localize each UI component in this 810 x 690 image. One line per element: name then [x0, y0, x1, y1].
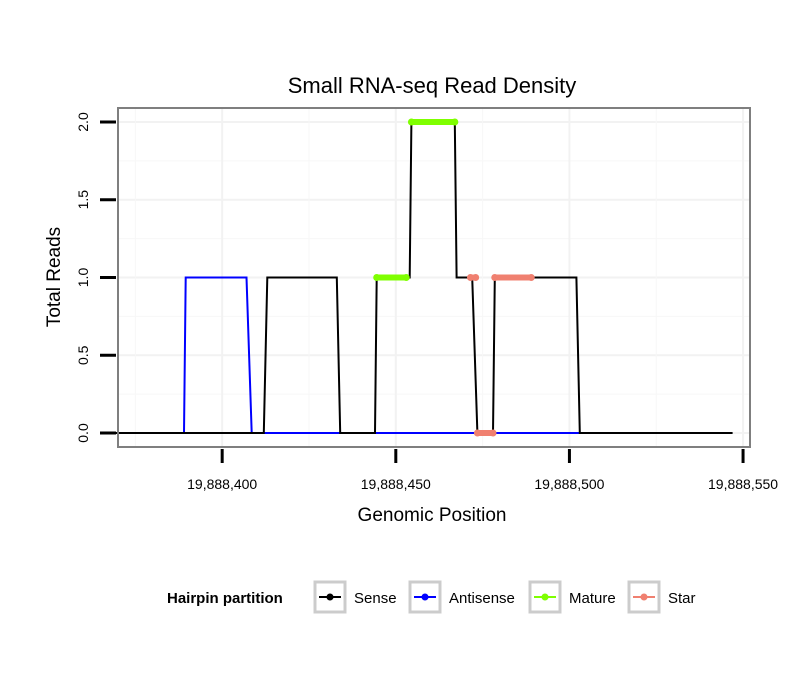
series-point-star [472, 274, 480, 281]
x-axis: 19,888,400 19,888,450 19,888,500 19,888,550 [187, 449, 778, 492]
x-axis-title: Genomic Position [358, 505, 507, 526]
y-tick-label: 2.0 [75, 112, 91, 132]
legend-item-sense: Sense [313, 580, 397, 614]
legend-label: Star [668, 590, 696, 607]
x-tick-label: 19,888,550 [708, 476, 778, 492]
series-point-star [491, 274, 499, 281]
y-tick-label: 0.0 [75, 423, 91, 443]
plot-panel-border [117, 107, 751, 448]
legend-label: Antisense [449, 590, 515, 607]
series-point-star [473, 429, 481, 437]
y-axis-title: Total Reads [44, 227, 65, 327]
series-point-mature [402, 274, 410, 281]
series-point-star [527, 274, 535, 281]
legend-item-star: Star [627, 580, 696, 614]
y-tick-label: 1.5 [75, 190, 91, 210]
series-point-mature [407, 118, 415, 126]
legend-title: Hairpin partition [167, 590, 283, 607]
x-tick-label: 19,888,400 [187, 476, 257, 492]
y-tick-label: 0.5 [75, 345, 91, 365]
y-tick-label: 1.0 [75, 268, 91, 288]
legend-label: Mature [569, 590, 616, 607]
legend-key-point [421, 593, 429, 601]
legend-key-point [541, 593, 549, 601]
series-point-star [489, 429, 497, 437]
legend-item-mature: Mature [528, 580, 616, 614]
x-tick-label: 19,888,500 [534, 476, 604, 492]
legend: Hairpin partition Sense Antisense Mature St… [167, 580, 696, 614]
legend-item-antisense: Antisense [408, 580, 515, 614]
x-tick-label: 19,888,450 [361, 476, 431, 492]
series-point-mature [451, 118, 459, 126]
legend-key-point [640, 593, 648, 601]
series-point-mature [373, 274, 381, 281]
legend-items: Sense Antisense Mature Star [313, 580, 696, 614]
y-axis: 0.0 0.5 1.0 1.5 2.0 [75, 112, 116, 443]
chart-title: Small RNA-seq Read Density [288, 73, 577, 98]
series-layer [111, 118, 733, 437]
legend-key-point [326, 593, 334, 601]
legend-label: Sense [354, 590, 397, 607]
series-point-star [466, 274, 474, 281]
